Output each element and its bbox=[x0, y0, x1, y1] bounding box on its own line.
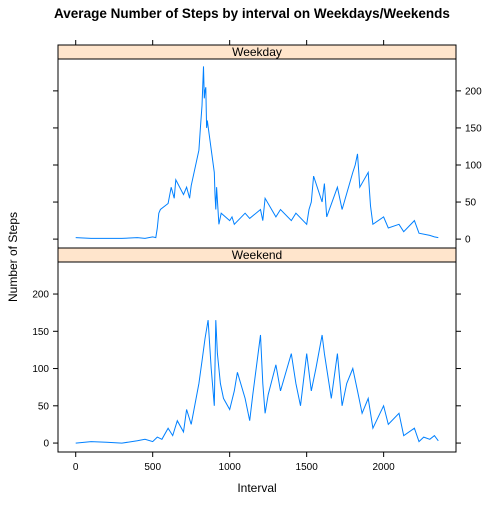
panel-weekday: Weekday 0 50 100 150 200 bbox=[53, 44, 482, 249]
y-tick-label: 100 bbox=[32, 364, 49, 375]
y-tick-label: 150 bbox=[32, 327, 49, 338]
x-tick-label: 1000 bbox=[219, 462, 242, 473]
strip-label: Weekend bbox=[232, 248, 282, 262]
series-line-weekend bbox=[75, 320, 439, 444]
chart-title: Average Number of Steps by interval on W… bbox=[54, 6, 450, 21]
panel-border bbox=[57, 261, 457, 453]
y-tick-label: 50 bbox=[38, 401, 50, 412]
x-tick-label: 1500 bbox=[296, 462, 319, 473]
x-axis-label: Interval bbox=[237, 481, 276, 495]
y-tick-label: 100 bbox=[465, 160, 482, 171]
strip-label: Weekday bbox=[232, 45, 282, 59]
x-tick-label: 2000 bbox=[373, 462, 396, 473]
series-line-weekday bbox=[75, 66, 439, 239]
y-tick-label: 200 bbox=[465, 86, 482, 97]
x-tick-label: 0 bbox=[73, 462, 79, 473]
y-tick-label: 0 bbox=[43, 439, 49, 450]
y-tick-label: 150 bbox=[465, 123, 482, 134]
y-tick-label: 200 bbox=[32, 290, 49, 301]
panel-border bbox=[57, 58, 457, 249]
y-tick-label: 50 bbox=[465, 198, 477, 209]
y-axis-label: Number of Steps bbox=[6, 212, 20, 302]
panel-weekend: Weekend 0 50 100 150 200 bbox=[32, 247, 461, 453]
x-tick-label: 500 bbox=[144, 462, 161, 473]
y-tick-label: 0 bbox=[465, 235, 471, 246]
